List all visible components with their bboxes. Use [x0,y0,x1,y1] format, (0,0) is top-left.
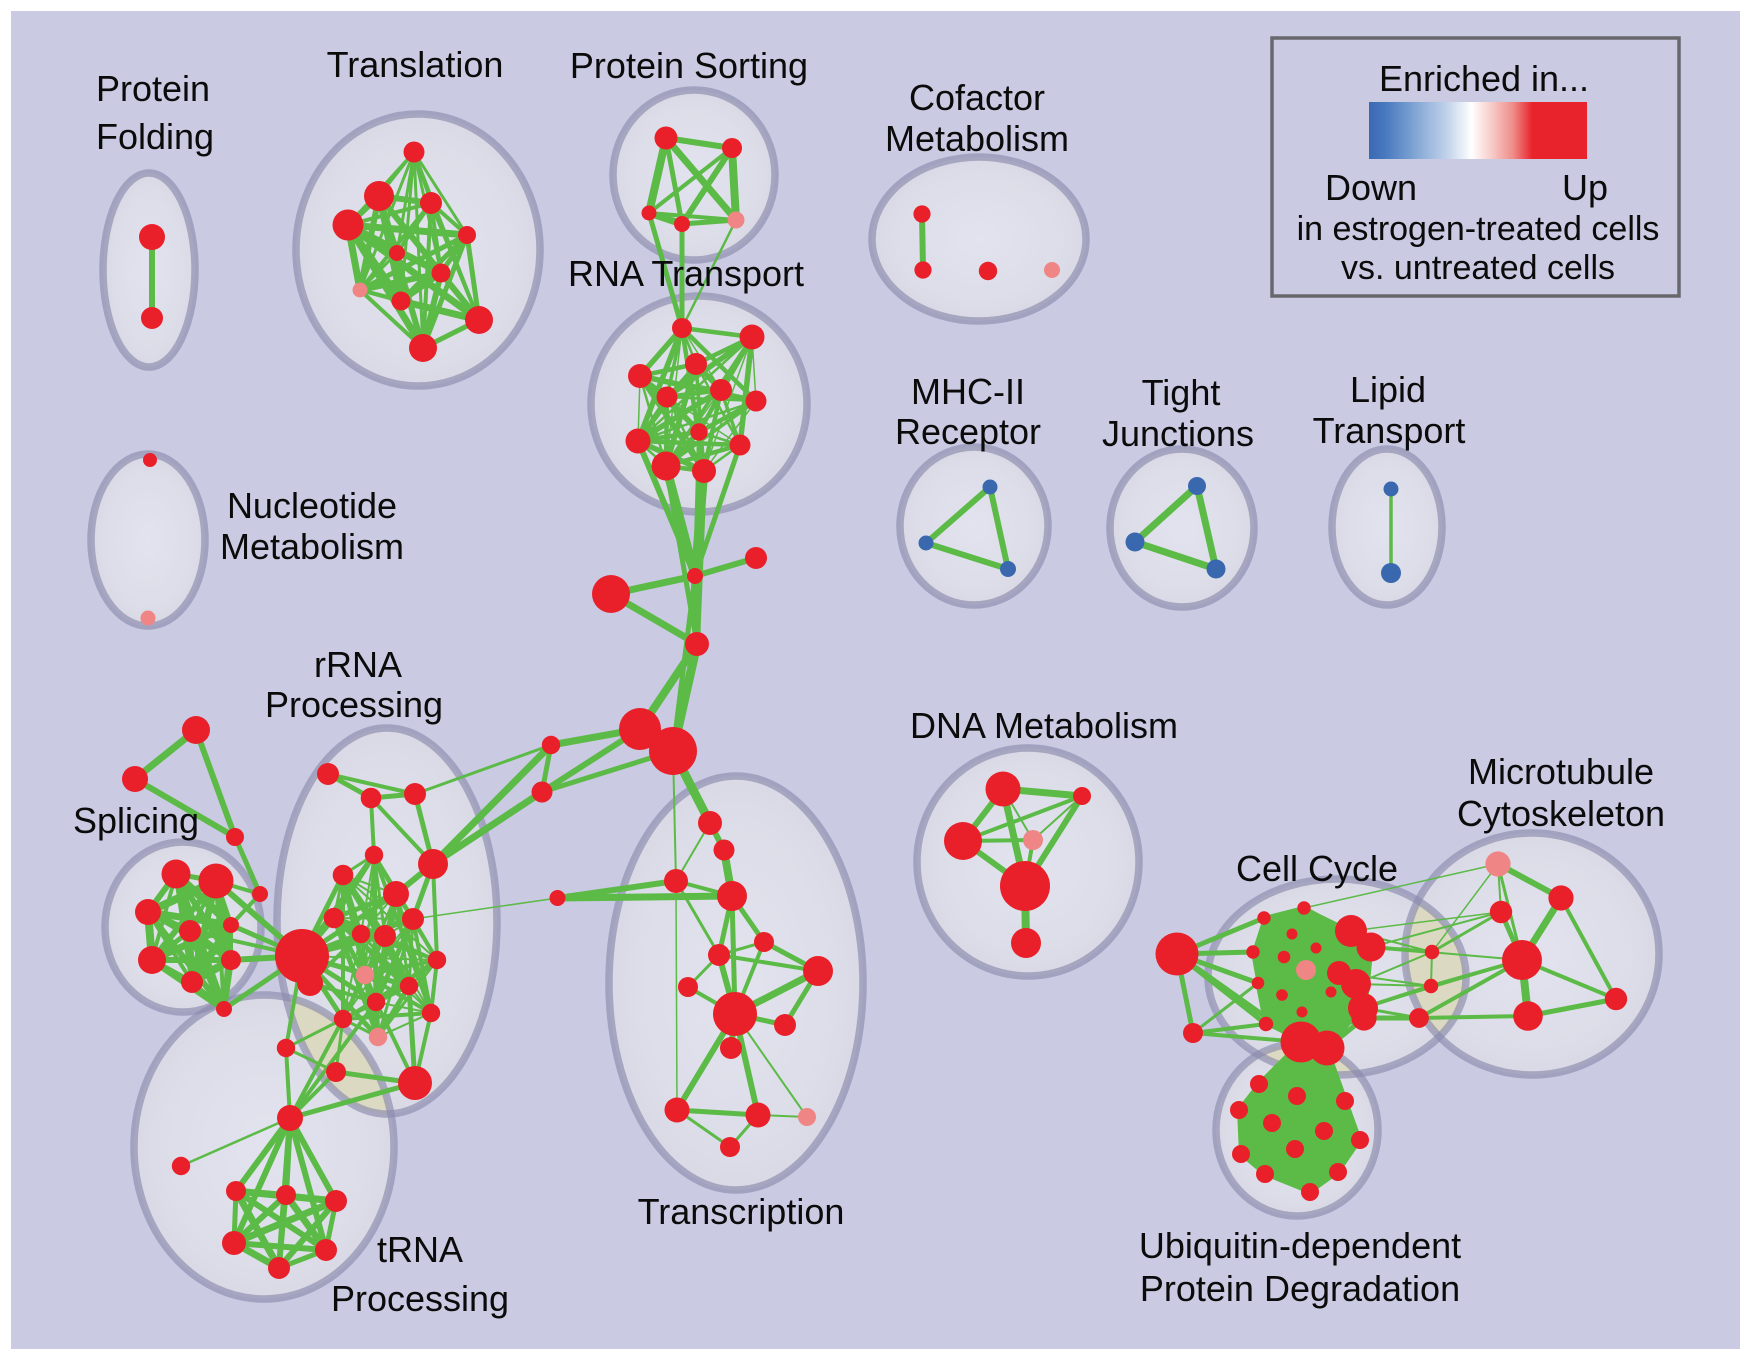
svg-text:Cell Cycle: Cell Cycle [1236,848,1398,889]
svg-text:Tight: Tight [1142,372,1221,413]
svg-text:MHC-II: MHC-II [911,371,1025,412]
svg-text:Protein Degradation: Protein Degradation [1140,1268,1460,1309]
svg-text:Cofactor: Cofactor [909,77,1045,118]
svg-text:Transport: Transport [1313,410,1466,451]
svg-text:Up: Up [1562,167,1608,208]
svg-text:Metabolism: Metabolism [220,526,404,567]
svg-text:Metabolism: Metabolism [885,118,1069,159]
svg-text:Receptor: Receptor [895,411,1041,452]
svg-text:Ubiquitin-dependent: Ubiquitin-dependent [1139,1225,1461,1266]
svg-text:DNA Metabolism: DNA Metabolism [910,705,1178,746]
svg-text:Translation: Translation [327,44,504,85]
svg-text:tRNA: tRNA [377,1229,463,1270]
svg-text:RNA Transport: RNA Transport [568,253,804,294]
svg-text:vs. untreated cells: vs. untreated cells [1341,249,1615,287]
svg-text:Enriched in...: Enriched in... [1379,58,1589,99]
svg-text:Junctions: Junctions [1102,413,1254,454]
svg-text:Processing: Processing [265,684,443,725]
svg-text:rRNA: rRNA [314,644,402,685]
svg-text:Folding: Folding [96,116,214,157]
svg-text:Transcription: Transcription [638,1191,845,1232]
svg-text:Protein Sorting: Protein Sorting [570,45,808,86]
svg-text:Lipid: Lipid [1350,369,1426,410]
svg-text:Processing: Processing [331,1278,509,1319]
svg-text:Protein: Protein [96,68,210,109]
svg-text:in estrogen-treated cells: in estrogen-treated cells [1297,210,1660,248]
svg-text:Splicing: Splicing [73,800,199,841]
svg-text:Down: Down [1325,167,1417,208]
svg-text:Microtubule: Microtubule [1468,751,1654,792]
svg-text:Nucleotide: Nucleotide [227,485,397,526]
svg-text:Cytoskeleton: Cytoskeleton [1457,793,1665,834]
